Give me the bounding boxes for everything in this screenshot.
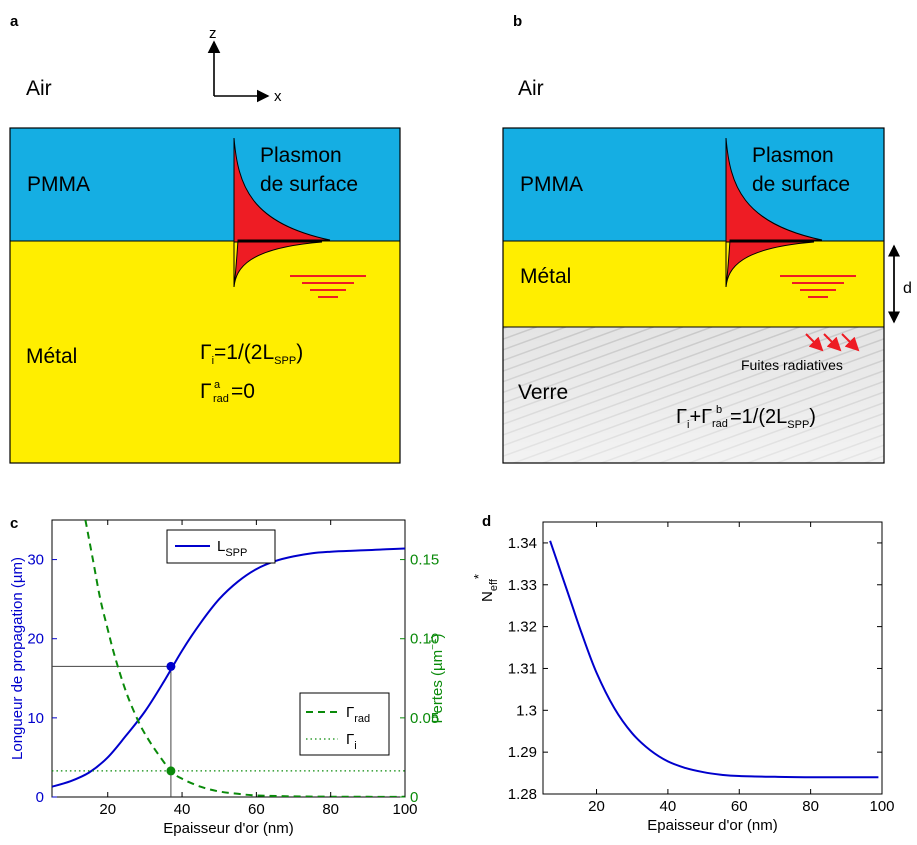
legend-bottom-box xyxy=(299,692,390,756)
plasmon-profile xyxy=(233,137,331,288)
y-tick-label: 1.28 xyxy=(508,786,537,803)
legend-label-rad: Γrad xyxy=(346,704,370,725)
y2-axis-label: Pertes (µm−1) xyxy=(428,633,446,723)
x-tick-label: 40 xyxy=(174,801,191,818)
marker-1 xyxy=(166,766,176,776)
y2-tick-label: 0.15 xyxy=(410,552,439,569)
legend-label-lspp: LSPP xyxy=(217,538,247,559)
pmma-layer-b xyxy=(503,128,884,241)
pmma-layer xyxy=(10,128,400,241)
panel-a-letter: a xyxy=(10,13,19,30)
y-tick-label: 0 xyxy=(36,789,44,806)
y2-tick-label: 0.05 xyxy=(410,710,439,727)
x-tick-label: 20 xyxy=(588,798,605,815)
pmma-label-b: PMMA xyxy=(520,173,583,196)
air-label-b: Air xyxy=(518,77,544,100)
plasmon-label-b1: Plasmon xyxy=(752,144,834,167)
series-N_eff xyxy=(549,540,879,779)
x-axis-label: Epaisseur d'or (nm) xyxy=(647,817,777,834)
y-tick-label: 1.32 xyxy=(508,619,537,636)
leak-label: Fuites radiatives xyxy=(741,357,843,373)
panel-c-letter: c xyxy=(10,515,18,532)
y2-tick-label: 0.10 xyxy=(410,631,439,648)
y-tick-label: 30 xyxy=(27,552,44,569)
y-tick-label: 1.31 xyxy=(508,660,537,677)
x-tick-label: 60 xyxy=(248,801,265,818)
y-tick-label: 1.33 xyxy=(508,577,537,594)
glass-label: Verre xyxy=(518,381,568,404)
air-label: Air xyxy=(26,77,52,100)
panel-c-plot-frame xyxy=(51,519,406,798)
panel-a-frame xyxy=(9,127,401,464)
panel-d-letter: d xyxy=(482,513,491,530)
panel-b-letter: b xyxy=(513,13,522,30)
guide-line xyxy=(52,665,172,797)
y2-tick-label: 0 xyxy=(410,789,418,806)
x-axis-label: Epaisseur d'or (nm) xyxy=(163,820,293,837)
plasmon-label-2: de surface xyxy=(260,173,358,196)
marker-0 xyxy=(166,661,176,671)
panel-d-plot-frame xyxy=(542,521,883,795)
panel-d-chart: d 20 40 60 80 100 1.28 1.29 1.3 1.31 1.32 1.33 1.34… xyxy=(471,513,895,834)
leak-arrow xyxy=(805,333,824,352)
y-tick-label: 10 xyxy=(27,710,44,727)
x-tick-label: 100 xyxy=(869,798,894,815)
legend-label-i: Γi xyxy=(346,731,357,752)
y-axis-label: Neff* xyxy=(471,574,500,602)
x-tick-label: 80 xyxy=(802,798,819,815)
x-tick-label: 40 xyxy=(660,798,677,815)
plasmon-profile-b xyxy=(725,137,823,288)
panel-a: a z x Air PMMA Plasmon de surface Métal … xyxy=(9,13,401,464)
y-tick-label: 1.3 xyxy=(516,702,537,719)
y-axis-label: Longueur de propagation (µm) xyxy=(9,557,26,760)
panel-b-frame xyxy=(502,127,885,464)
y-tick-label: 20 xyxy=(27,631,44,648)
metal-layer xyxy=(10,241,400,463)
y-tick-label: 1.29 xyxy=(508,744,537,761)
gamma-total-equation: Γi+Γ b rad =1/(2LSPP) xyxy=(676,404,816,431)
thickness-label: d xyxy=(903,280,912,297)
x-tick-label: 80 xyxy=(322,801,339,818)
metal-label-b: Métal xyxy=(520,265,571,288)
x-tick-label: 20 xyxy=(99,801,116,818)
plasmon-label-b2: de surface xyxy=(752,173,850,196)
series-L_SPP xyxy=(52,547,405,788)
x-tick-label: 100 xyxy=(392,801,417,818)
panel-b: b Air d PMMA Plasmon de surface Métal Ve… xyxy=(502,13,912,464)
x-tick-label: 60 xyxy=(731,798,748,815)
x-axis-label: x xyxy=(274,88,282,105)
plasmon-label-1: Plasmon xyxy=(260,144,342,167)
gamma-i-equation: Γi=1/(2LSPP) xyxy=(200,341,303,367)
pmma-label: PMMA xyxy=(27,173,90,196)
metal-label: Métal xyxy=(26,345,77,368)
z-axis-label: z xyxy=(209,25,217,42)
y-tick-label: 1.34 xyxy=(508,535,537,552)
